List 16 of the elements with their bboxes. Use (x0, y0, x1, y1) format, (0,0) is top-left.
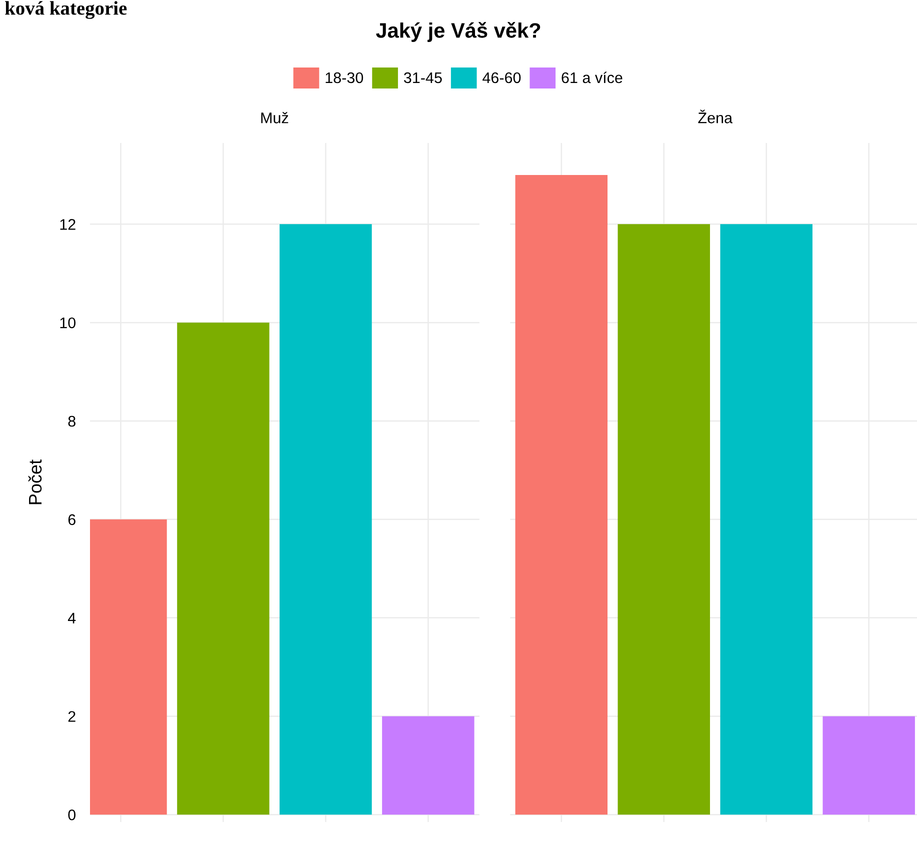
y-tick-label: 0 (68, 809, 76, 820)
y-axis-title: Počet (28, 460, 42, 504)
y-tick-label: 8 (68, 416, 76, 427)
chart-title: Jaký je Váš věk? (376, 22, 540, 42)
text: ková kategorie (5, 1, 127, 19)
y-tick-label: 12 (60, 219, 76, 230)
x-tick-label: Muž (261, 112, 288, 124)
legend-label: 31-45 (404, 72, 442, 84)
legend-label: 18-30 (326, 72, 364, 84)
y-tick-label: 10 (60, 317, 76, 328)
legend-label: 46-60 (482, 72, 521, 84)
legend-label: 61 a více (562, 72, 622, 84)
y-tick-label: 4 (68, 612, 76, 624)
y-tick-label: 2 (68, 711, 76, 722)
x-tick-label: Žena (698, 110, 733, 124)
y-tick-label: 6 (68, 514, 76, 526)
